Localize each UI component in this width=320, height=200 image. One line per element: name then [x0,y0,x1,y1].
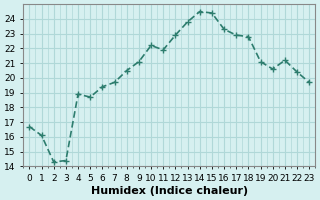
X-axis label: Humidex (Indice chaleur): Humidex (Indice chaleur) [91,186,248,196]
